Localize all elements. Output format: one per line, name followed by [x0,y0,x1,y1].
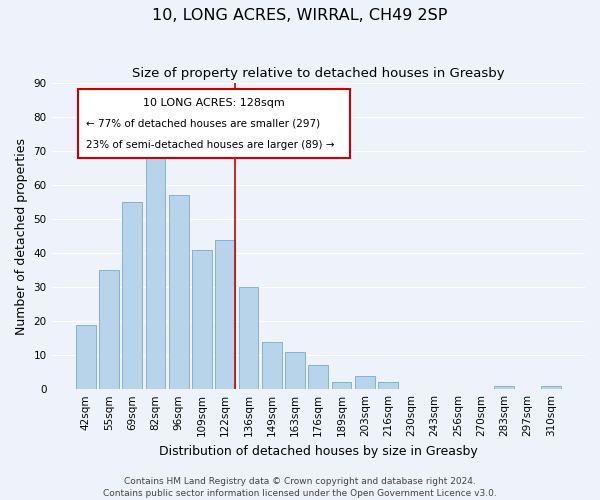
Y-axis label: Number of detached properties: Number of detached properties [15,138,28,334]
Text: 10 LONG ACRES: 128sqm: 10 LONG ACRES: 128sqm [143,98,285,108]
Bar [76,324,95,389]
Bar [122,202,142,389]
Title: Size of property relative to detached houses in Greasby: Size of property relative to detached ho… [132,68,505,80]
Bar [239,287,259,389]
Text: 10, LONG ACRES, WIRRAL, CH49 2SP: 10, LONG ACRES, WIRRAL, CH49 2SP [152,8,448,22]
Text: ← 77% of detached houses are smaller (297): ← 77% of detached houses are smaller (29… [86,118,320,128]
Text: 23% of semi-detached houses are larger (89) →: 23% of semi-detached houses are larger (… [86,140,335,149]
Bar [215,240,235,389]
Bar [378,382,398,389]
Bar [355,376,374,389]
Bar [146,158,166,389]
Bar [308,366,328,389]
Bar [541,386,561,389]
Bar [192,250,212,389]
Bar [169,196,188,389]
Bar [494,386,514,389]
X-axis label: Distribution of detached houses by size in Greasby: Distribution of detached houses by size … [159,444,478,458]
Text: Contains HM Land Registry data © Crown copyright and database right 2024.
Contai: Contains HM Land Registry data © Crown c… [103,476,497,498]
Bar [332,382,352,389]
Bar [285,352,305,389]
FancyBboxPatch shape [78,89,350,158]
Bar [99,270,119,389]
Bar [262,342,281,389]
